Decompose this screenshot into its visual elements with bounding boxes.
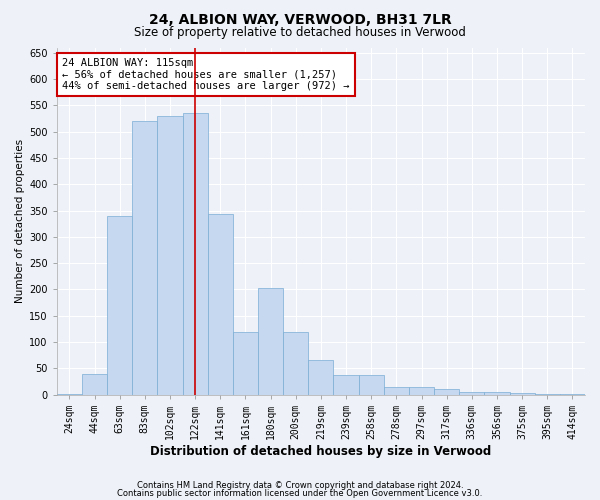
Bar <box>107 216 132 394</box>
Bar <box>359 375 384 394</box>
Bar <box>208 214 233 394</box>
Bar <box>82 374 107 394</box>
Text: 24 ALBION WAY: 115sqm
← 56% of detached houses are smaller (1,257)
44% of semi-d: 24 ALBION WAY: 115sqm ← 56% of detached … <box>62 58 350 91</box>
Bar <box>459 392 484 394</box>
Bar <box>258 288 283 395</box>
Y-axis label: Number of detached properties: Number of detached properties <box>15 139 25 303</box>
Bar <box>132 121 157 394</box>
Text: Size of property relative to detached houses in Verwood: Size of property relative to detached ho… <box>134 26 466 39</box>
Text: Contains public sector information licensed under the Open Government Licence v3: Contains public sector information licen… <box>118 488 482 498</box>
Bar <box>384 387 409 394</box>
Bar <box>308 360 334 394</box>
Bar <box>509 393 535 394</box>
Bar <box>182 114 208 394</box>
Bar <box>409 387 434 394</box>
Bar <box>233 332 258 394</box>
Bar <box>484 392 509 394</box>
Text: 24, ALBION WAY, VERWOOD, BH31 7LR: 24, ALBION WAY, VERWOOD, BH31 7LR <box>149 12 451 26</box>
Bar <box>157 116 182 394</box>
Bar <box>334 375 359 394</box>
Bar <box>283 332 308 394</box>
X-axis label: Distribution of detached houses by size in Verwood: Distribution of detached houses by size … <box>150 444 491 458</box>
Bar <box>434 390 459 394</box>
Text: Contains HM Land Registry data © Crown copyright and database right 2024.: Contains HM Land Registry data © Crown c… <box>137 481 463 490</box>
